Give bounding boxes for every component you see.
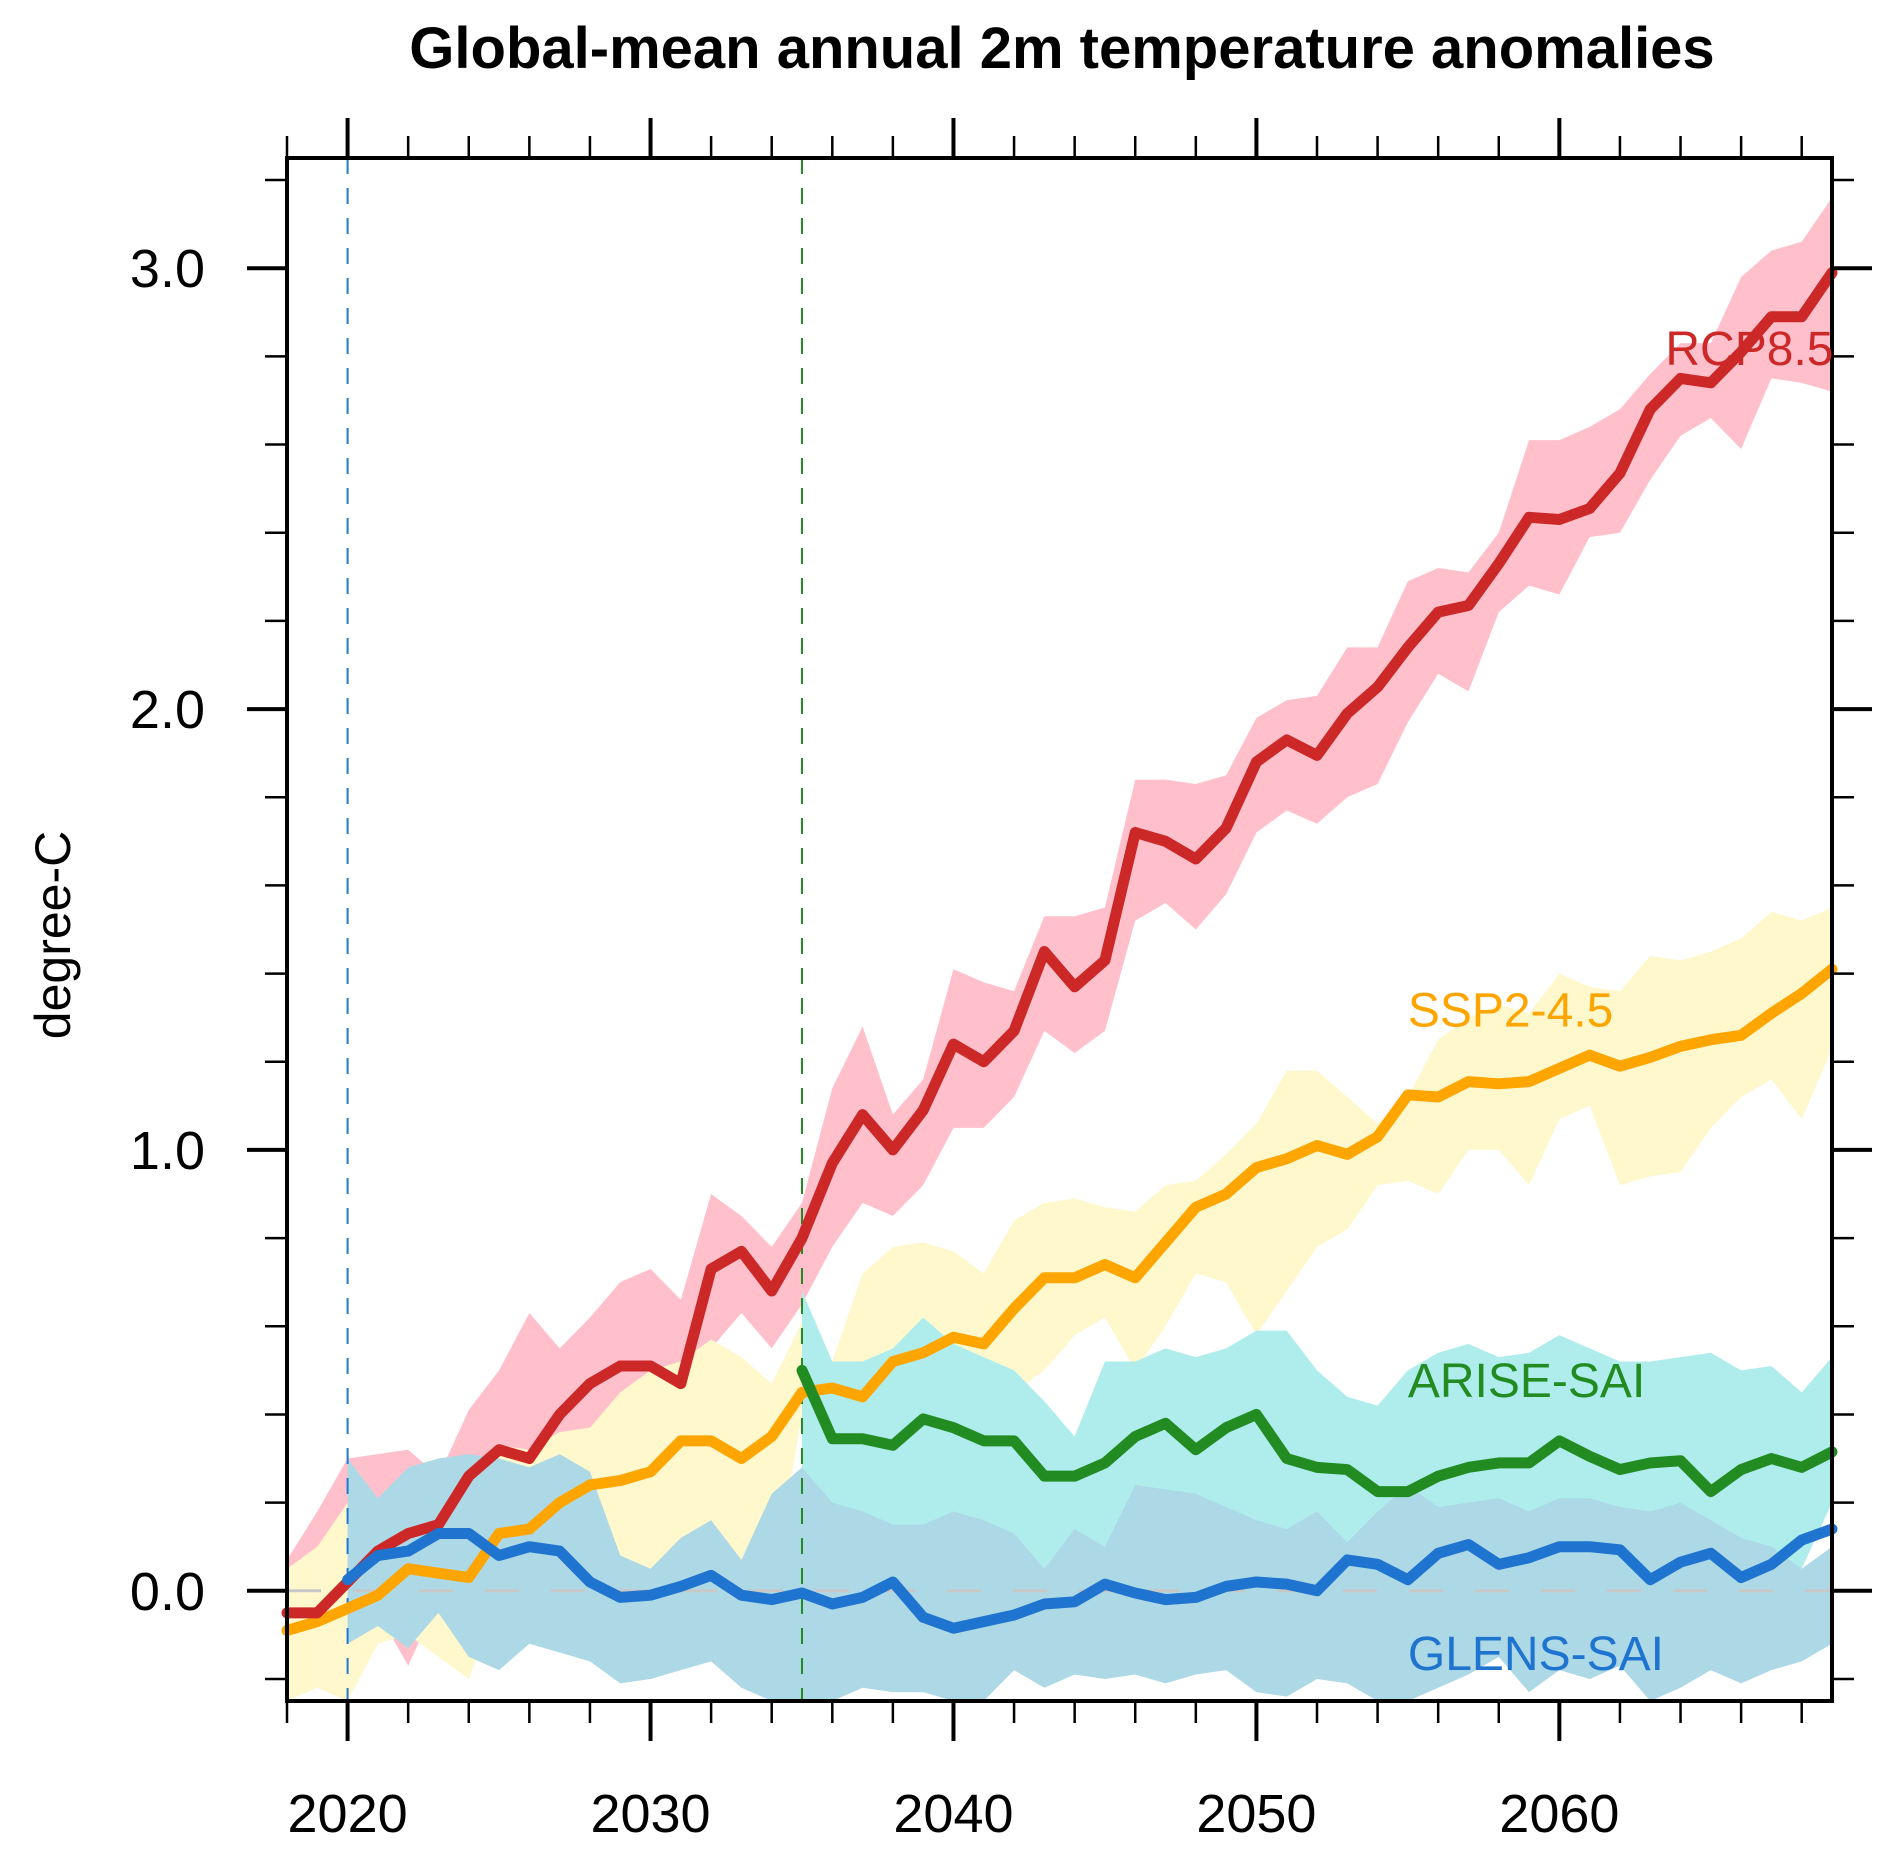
y-tick-label: 2.0 (130, 680, 205, 740)
y-tick-label: 1.0 (130, 1121, 205, 1181)
series-label-arise-sai: ARISE-SAI (1408, 1355, 1645, 1408)
y-tick-label: 0.0 (130, 1562, 205, 1622)
line-glens-sai (342, 1523, 1838, 1634)
plot-frame (285, 156, 1834, 1703)
line-ssp2-4-5 (281, 963, 1838, 1636)
series-labels: RCP8.5 SSP2-4.5 ARISE-SAI GLENS-SAI (1408, 323, 1834, 1681)
series-lines (281, 267, 1838, 1636)
y-tick-labels: 0.0 1.0 2.0 3.0 (130, 239, 205, 1622)
x-tick-label: 2060 (1499, 1784, 1619, 1844)
x-tick-label: 2050 (1196, 1784, 1316, 1844)
reference-lines (287, 158, 1832, 1701)
x-tick-label: 2020 (288, 1784, 408, 1844)
series-label-ssp2-4-5: SSP2-4.5 (1408, 984, 1613, 1037)
line-rcp8-5 (281, 267, 1838, 1619)
y-tick-label: 3.0 (130, 239, 205, 299)
x-tick-label: 2030 (590, 1784, 710, 1844)
band-rcp8-5 (287, 197, 1832, 1666)
y-axis-label: degree-C (25, 831, 81, 1039)
series-label-glens-sai: GLENS-SAI (1408, 1628, 1664, 1681)
band-glens-sai (347, 1454, 1832, 1701)
line-arise-sai (796, 1364, 1838, 1498)
x-tick-label: 2040 (893, 1784, 1013, 1844)
axis-ticks (247, 118, 1872, 1741)
x-tick-labels: 2020 2030 2040 2050 2060 (288, 1784, 1620, 1844)
series-label-rcp8-5: RCP8.5 (1665, 323, 1833, 376)
band-ssp2-4-5 (287, 907, 1832, 1701)
chart-title: Global-mean annual 2m temperature anomal… (409, 16, 1714, 81)
